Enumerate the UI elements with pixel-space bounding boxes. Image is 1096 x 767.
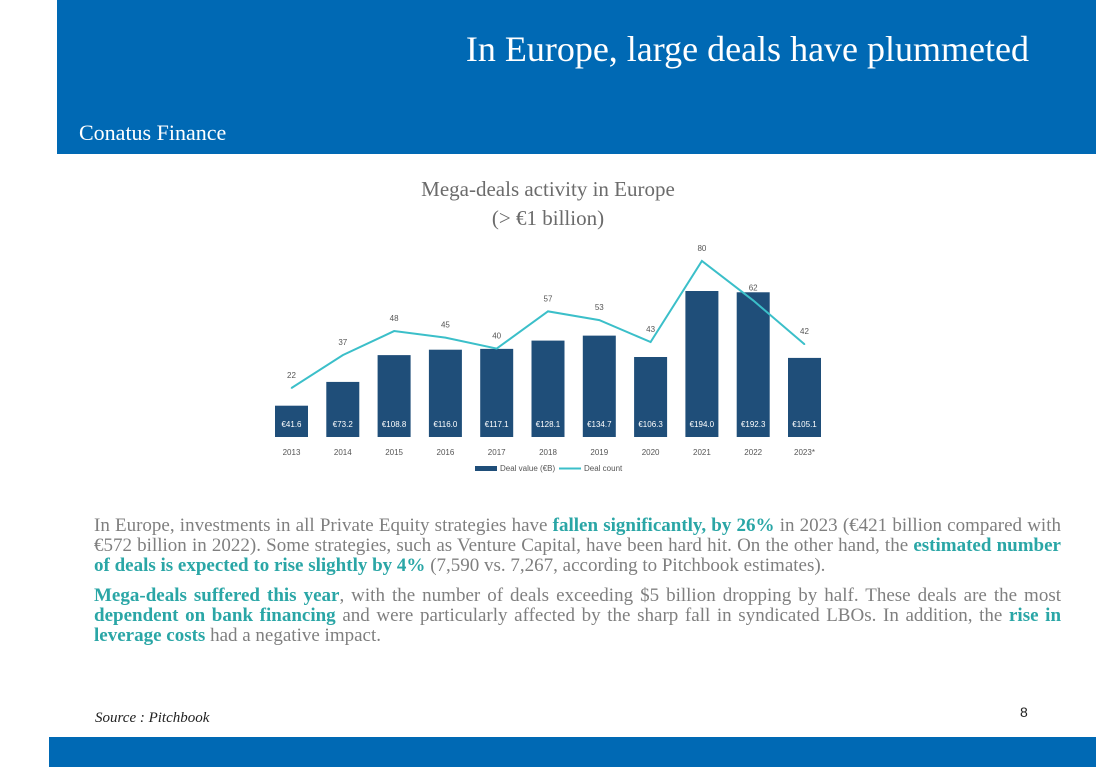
x-tick-label: 2014 (334, 448, 352, 457)
highlight-text: dependent on bank financing (94, 605, 336, 626)
deal-count-label: 45 (441, 321, 450, 330)
page-number: 8 (1020, 704, 1028, 720)
chart-title-block: Mega-deals activity in Europe (> €1 bill… (298, 175, 798, 233)
x-tick-label: 2017 (488, 448, 506, 457)
deal-count-label: 53 (595, 303, 604, 312)
deal-count-label: 42 (800, 327, 809, 336)
mega-deals-chart: €41.6 2013 €73.2 2014 €108.8 2015 €116.0 2016 €1… (275, 244, 821, 473)
deal-count-point (495, 347, 498, 350)
body-text-segment: in 2023 (€421 billion compared with €572… (94, 515, 1061, 556)
deal-count-point (701, 260, 703, 262)
deal-count-label: 43 (646, 325, 655, 334)
deal-count-label: 80 (697, 244, 706, 253)
deal-count-point (342, 354, 344, 356)
deal-count-point (598, 319, 601, 321)
body-text-segment: had a negative impact. (205, 625, 381, 646)
bar-value-label: €192.3 (741, 420, 766, 429)
body-text-segment: and were particularly affected by the sh… (335, 605, 1009, 626)
footer-bar (49, 737, 1096, 767)
deal-count-point (803, 343, 806, 346)
x-tick-label: 2016 (437, 448, 455, 457)
body-text-segment: In Europe, investments in all Private Eq… (94, 515, 553, 536)
bar (634, 357, 668, 437)
x-tick-label: 2021 (693, 448, 711, 457)
x-tick-label: 2019 (590, 448, 608, 457)
bar-value-label: €134.7 (587, 420, 612, 429)
bar (326, 381, 360, 437)
deal-count-point (649, 341, 652, 343)
deal-count-label: 48 (390, 314, 399, 323)
body-text-segment: , with the number of deals exceeding $5 … (339, 585, 1061, 606)
bar (582, 335, 616, 437)
bar (377, 355, 411, 437)
x-tick-label: 2020 (642, 448, 660, 457)
deal-count-point (752, 299, 754, 302)
deal-count-point (444, 336, 447, 339)
highlight-text: rise in leverage costs (94, 605, 1062, 646)
bar-value-label: €116.0 (433, 420, 457, 429)
deal-count-label: 40 (492, 332, 501, 341)
header-banner: In Europe, large deals have plummeted Co… (57, 0, 1096, 154)
chart-title: Mega-deals activity in Europe (421, 177, 675, 201)
bar-value-label: €41.6 (281, 420, 302, 429)
paragraph-investments: In Europe, investments in all Private Eq… (94, 516, 1061, 576)
brand-name: Conatus Finance (79, 120, 227, 145)
body-text-segment: (7,590 vs. 7,267, according to Pitchbook… (425, 555, 826, 576)
bar (428, 349, 462, 437)
legend-label-deal-count: Deal count (584, 464, 623, 473)
deal-count-label: 22 (287, 371, 296, 380)
deal-count-point (290, 387, 293, 389)
deal-count-point (393, 330, 395, 332)
deal-count-label: 62 (749, 283, 758, 292)
x-tick-label: 2018 (539, 448, 557, 457)
bar-value-label: €106.3 (638, 420, 663, 429)
highlight-text: estimated number of deals is expected to… (94, 535, 1061, 576)
legend-label-deal-value: Deal value (€B) (500, 464, 555, 473)
bar-value-label: €73.2 (333, 420, 354, 429)
x-tick-label: 2022 (744, 448, 762, 457)
x-tick-label: 2015 (385, 448, 403, 457)
source-note: Source : Pitchbook (95, 710, 210, 726)
deal-count-label: 57 (544, 294, 553, 303)
legend-swatch-bar (475, 466, 497, 471)
bar (480, 348, 514, 437)
bar-value-label: €194.0 (690, 420, 715, 429)
highlight-text: Mega-deals suffered this year (94, 585, 340, 606)
paragraph-mega-deals: Mega-deals suffered this year, with the … (94, 586, 1061, 646)
bar-value-label: €108.8 (382, 420, 407, 429)
x-tick-label: 2013 (283, 448, 301, 457)
x-tick-label: 2023* (794, 448, 815, 457)
bar-value-label: €105.1 (792, 420, 817, 429)
chart-subtitle: (> €1 billion) (491, 206, 605, 230)
bar (685, 291, 719, 437)
page-title: In Europe, large deals have plummeted (465, 29, 1029, 69)
bar-value-label: €128.1 (536, 420, 561, 429)
bar (788, 357, 821, 437)
highlight-text: fallen significantly, by 26% (552, 515, 775, 536)
deal-count-point (547, 310, 549, 313)
bar (736, 292, 770, 437)
bar (275, 405, 308, 437)
bar (531, 340, 565, 437)
body-text: In Europe, investments in all Private Eq… (94, 516, 1061, 656)
deal-count-label: 37 (338, 338, 347, 347)
bar-value-label: €117.1 (485, 420, 509, 429)
